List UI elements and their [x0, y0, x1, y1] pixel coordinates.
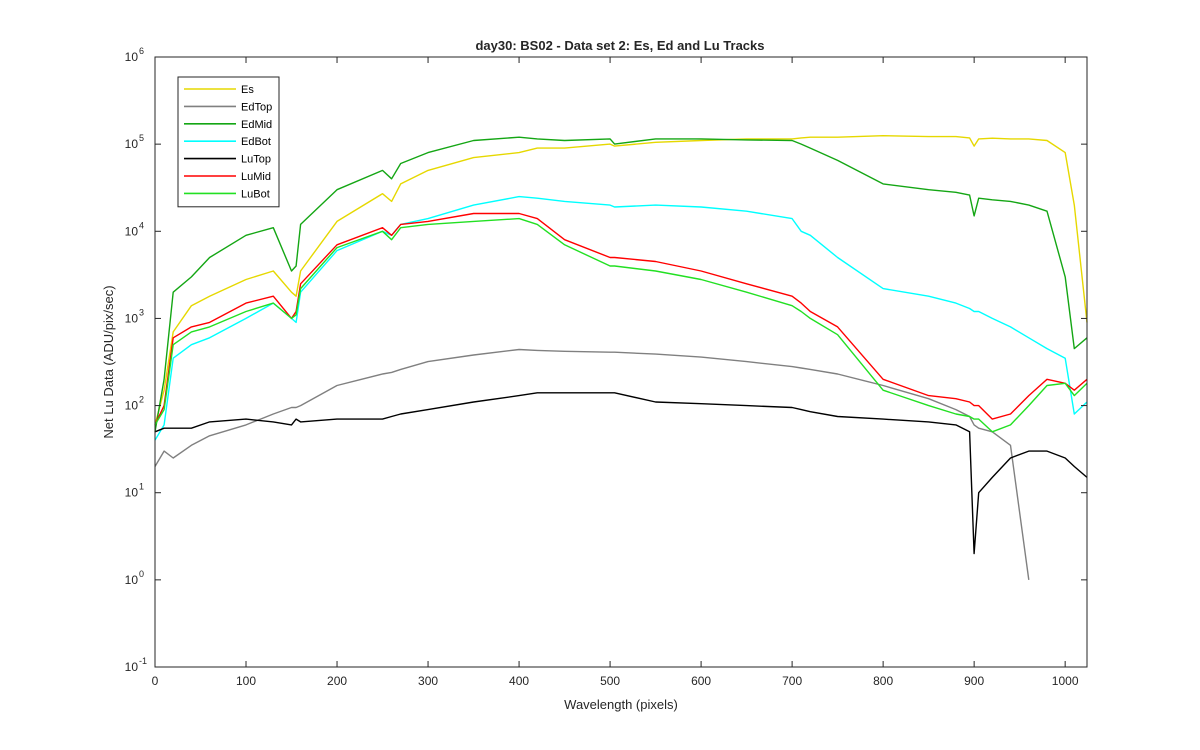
x-tick-label: 700 — [782, 674, 802, 688]
x-tick-label: 900 — [964, 674, 984, 688]
y-tick-exponent: 3 — [139, 307, 144, 317]
x-tick-label: 500 — [600, 674, 620, 688]
legend-label: LuTop — [241, 154, 271, 166]
series-line-lumid — [154, 212, 1088, 426]
plot-area — [155, 57, 1087, 667]
y-tick-exponent: 5 — [139, 133, 144, 143]
series-line-edmid — [154, 136, 1088, 432]
x-tick-label: 0 — [152, 674, 159, 688]
x-tick-label: 200 — [327, 674, 347, 688]
y-tick-label: 10 — [125, 399, 139, 413]
y-tick-exponent: 0 — [139, 569, 144, 579]
series-line-edtop — [154, 348, 1030, 580]
y-tick-exponent: 6 — [139, 46, 144, 56]
series-line-lutop — [154, 392, 1088, 555]
y-tick-label: 10 — [125, 486, 139, 500]
y-tick-label: 10 — [125, 224, 139, 238]
x-tick-label: 1000 — [1052, 674, 1079, 688]
y-tick-exponent: 1 — [139, 482, 144, 492]
x-tick-label: 100 — [236, 674, 256, 688]
x-axis-label: Wavelength (pixels) — [564, 697, 678, 712]
x-tick-label: 600 — [691, 674, 711, 688]
x-tick-label: 400 — [509, 674, 529, 688]
legend-label: Es — [241, 84, 254, 96]
x-tick-label: 300 — [418, 674, 438, 688]
y-axis-label: Net Lu Data (ADU/pix/sec) — [101, 285, 116, 438]
y-tick-exponent: 4 — [139, 220, 144, 230]
series-layer — [154, 135, 1088, 580]
y-tick-label: 10 — [125, 311, 139, 325]
y-tick-exponent: 2 — [139, 395, 144, 405]
y-tick-label: 10 — [125, 50, 139, 64]
plot-frame — [154, 56, 1088, 668]
legend-label: EdMid — [241, 119, 272, 131]
legend-label: EdBot — [241, 136, 271, 148]
chart-title: day30: BS02 - Data set 2: Es, Ed and Lu … — [475, 38, 764, 53]
x-tick-label: 800 — [873, 674, 893, 688]
series-line-es — [154, 135, 1088, 426]
legend: Es EdTop EdMid EdBot LuTop LuMid LuBot — [177, 76, 280, 208]
y-tick-label: 10 — [125, 137, 139, 151]
legend-label: LuMid — [241, 171, 271, 183]
y-tick-label: 10 — [125, 660, 139, 674]
y-tick-label: 10 — [125, 573, 139, 587]
legend-label: EdTop — [241, 101, 272, 113]
legend-label: LuBot — [241, 188, 270, 200]
series-line-lubot — [154, 217, 1088, 433]
y-tick-exponent: -1 — [139, 656, 147, 666]
x-axis: 0 100 200 300 400 500 600 700 800 900 1000 — [152, 57, 1079, 688]
